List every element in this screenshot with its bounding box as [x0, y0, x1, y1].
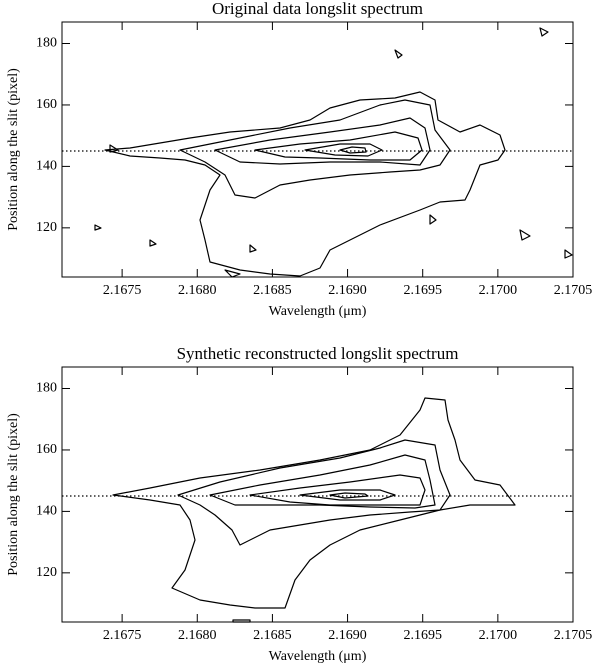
- x-axis-label: Wavelength (μm): [269, 304, 367, 319]
- chart-title: Synthetic reconstructed longslit spectru…: [177, 344, 459, 363]
- x-tick-label: 2.1705: [554, 628, 593, 643]
- x-tick-label: 2.1685: [253, 283, 292, 298]
- y-tick-label: 140: [36, 504, 57, 519]
- y-tick-label: 140: [36, 159, 57, 174]
- x-tick-label: 2.1690: [328, 283, 367, 298]
- contour: [249, 474, 426, 506]
- y-axis-label: Position along the slit (pixel): [6, 68, 21, 231]
- contours-top: [94, 27, 573, 278]
- x-tick-label: 2.1675: [103, 628, 142, 643]
- contours-bottom: [112, 397, 516, 623]
- x-tick-label: 2.1705: [554, 283, 593, 298]
- chart-title: Original data longslit spectrum: [212, 0, 423, 18]
- contour: [339, 146, 367, 154]
- contour: [104, 91, 506, 277]
- y-axis-label: Position along the slit (pixel): [6, 413, 21, 576]
- contour: [299, 489, 396, 501]
- x-tick-label: 2.1690: [328, 628, 367, 643]
- x-tick-label: 2.1680: [178, 283, 217, 298]
- contour: [254, 131, 423, 161]
- contour: [214, 117, 431, 166]
- y-tick-label: 180: [36, 36, 57, 51]
- contour: [304, 143, 383, 157]
- x-tick-label: 2.1675: [103, 283, 142, 298]
- x-tick-label: 2.1695: [403, 628, 442, 643]
- x-axis-label: Wavelength (μm): [269, 649, 367, 664]
- y-tick-label: 120: [36, 220, 57, 235]
- x-tick-label: 2.1685: [253, 628, 292, 643]
- contour: [177, 439, 451, 546]
- y-tick-label: 180: [36, 381, 57, 396]
- x-tick-label: 2.1695: [403, 283, 442, 298]
- y-tick-label: 120: [36, 565, 57, 580]
- contour: [112, 397, 516, 609]
- contour: [179, 99, 451, 199]
- contour: [329, 492, 369, 499]
- y-tick-label: 160: [36, 442, 57, 457]
- contour: [94, 27, 573, 278]
- plot-frame: [61, 366, 574, 623]
- x-tick-label: 2.1700: [479, 283, 518, 298]
- contour: [209, 454, 436, 509]
- plot-frame: [61, 21, 574, 278]
- y-tick-label: 160: [36, 97, 57, 112]
- x-tick-label: 2.1680: [178, 628, 217, 643]
- x-tick-label: 2.1700: [479, 628, 518, 643]
